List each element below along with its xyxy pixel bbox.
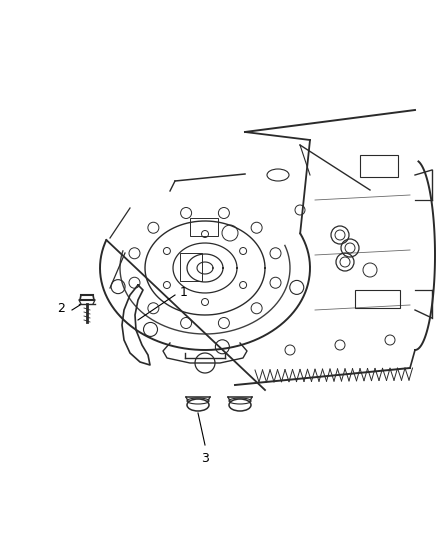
Text: 2: 2 <box>57 302 65 314</box>
Text: 3: 3 <box>201 452 209 465</box>
Text: 1: 1 <box>180 286 188 298</box>
